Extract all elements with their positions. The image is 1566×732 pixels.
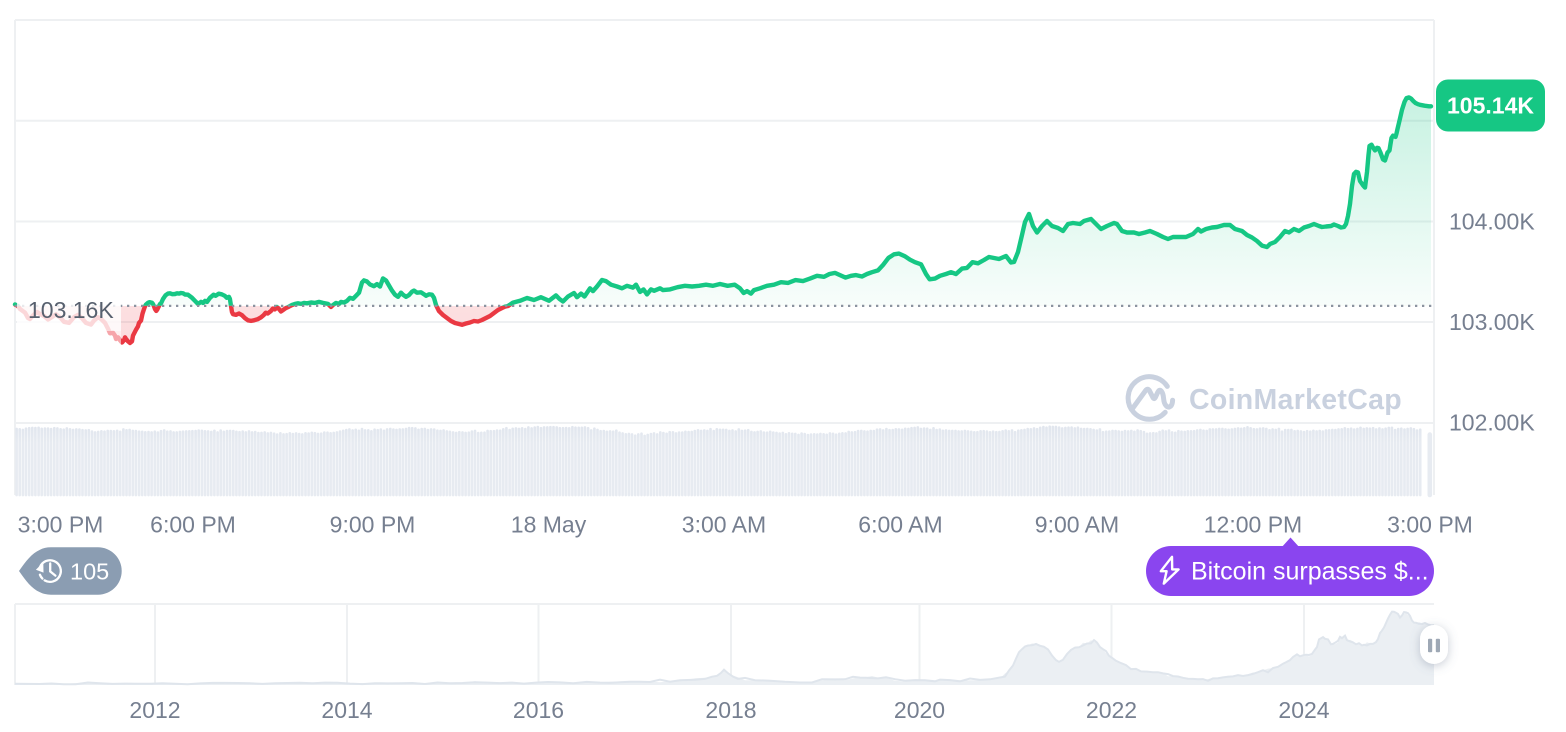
svg-text:2024: 2024 <box>1278 697 1329 723</box>
svg-text:3:00 AM: 3:00 AM <box>682 512 766 538</box>
svg-text:12:00 PM: 12:00 PM <box>1204 512 1302 538</box>
svg-text:2020: 2020 <box>894 697 945 723</box>
svg-text:9:00 PM: 9:00 PM <box>330 512 416 538</box>
svg-text:CoinMarketCap: CoinMarketCap <box>1189 384 1402 416</box>
svg-text:6:00 AM: 6:00 AM <box>858 512 942 538</box>
svg-text:6:00 PM: 6:00 PM <box>150 512 236 538</box>
svg-text:105.14K: 105.14K <box>1447 93 1534 119</box>
svg-text:2022: 2022 <box>1086 697 1137 723</box>
svg-text:2018: 2018 <box>705 697 756 723</box>
svg-text:104.00K: 104.00K <box>1449 209 1535 235</box>
svg-text:18 May: 18 May <box>511 512 587 538</box>
svg-text:2014: 2014 <box>321 697 372 723</box>
svg-text:3:00 PM: 3:00 PM <box>1387 512 1473 538</box>
svg-text:105: 105 <box>70 559 109 585</box>
svg-text:103.00K: 103.00K <box>1449 309 1535 335</box>
svg-text:2016: 2016 <box>513 697 564 723</box>
svg-text:Bitcoin surpasses $...: Bitcoin surpasses $... <box>1191 558 1429 586</box>
svg-text:9:00 AM: 9:00 AM <box>1035 512 1119 538</box>
svg-text:102.00K: 102.00K <box>1449 410 1535 436</box>
svg-text:103.16K: 103.16K <box>28 297 114 323</box>
svg-text:3:00 PM: 3:00 PM <box>18 512 104 538</box>
svg-text:2012: 2012 <box>129 697 180 723</box>
